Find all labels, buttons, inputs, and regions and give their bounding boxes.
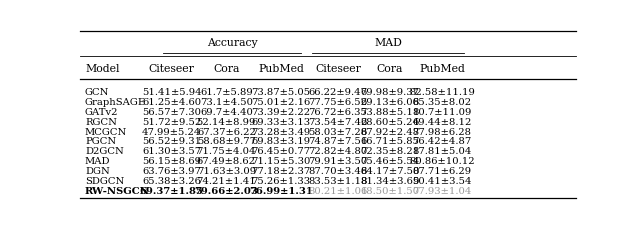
Text: 87.71±6.29: 87.71±6.29	[413, 166, 472, 176]
Text: PubMed: PubMed	[419, 64, 465, 74]
Text: 58.03±7.28: 58.03±7.28	[308, 127, 367, 136]
Text: 67.92±2.48: 67.92±2.48	[360, 127, 420, 136]
Text: 75.26±1.33: 75.26±1.33	[252, 176, 310, 185]
Text: 79.91±3.50: 79.91±3.50	[308, 157, 367, 166]
Text: 69.7±4.40: 69.7±4.40	[200, 107, 253, 116]
Text: Citeseer: Citeseer	[315, 64, 361, 74]
Text: 69.13±6.06: 69.13±6.06	[360, 97, 419, 106]
Text: 83.53±1.18: 83.53±1.18	[308, 176, 367, 185]
Text: 76.42±4.87: 76.42±4.87	[412, 137, 472, 146]
Text: 84.17±7.50: 84.17±7.50	[360, 166, 420, 176]
Text: 82.58±11.19: 82.58±11.19	[409, 88, 475, 97]
Text: 51.41±5.94: 51.41±5.94	[142, 88, 202, 97]
Text: 56.15±8.69: 56.15±8.69	[142, 157, 201, 166]
Text: 58.68±9.77: 58.68±9.77	[197, 137, 256, 146]
Text: 73.28±3.49: 73.28±3.49	[252, 127, 310, 136]
Text: 68.50±1.50: 68.50±1.50	[360, 186, 420, 195]
Text: PGCN: PGCN	[85, 137, 116, 146]
Text: 71.63±3.09: 71.63±3.09	[196, 166, 256, 176]
Text: 85.35±8.02: 85.35±8.02	[413, 97, 472, 106]
Text: 69.44±8.12: 69.44±8.12	[412, 117, 472, 126]
Text: Cora: Cora	[377, 64, 403, 74]
Text: D2GCN: D2GCN	[85, 147, 124, 156]
Text: 63.76±3.97: 63.76±3.97	[142, 166, 201, 176]
Text: 61.30±3.57: 61.30±3.57	[142, 147, 202, 156]
Text: 77.18±2.37: 77.18±2.37	[252, 166, 310, 176]
Text: 79.66±2.03: 79.66±2.03	[195, 186, 259, 195]
Text: 87.81±5.04: 87.81±5.04	[412, 147, 472, 156]
Text: 75.01±2.16: 75.01±2.16	[252, 97, 310, 106]
Text: Model: Model	[85, 64, 120, 74]
Text: Accuracy: Accuracy	[207, 38, 257, 47]
Text: GraphSAGE: GraphSAGE	[85, 97, 146, 106]
Text: 77.75±6.52: 77.75±6.52	[308, 97, 367, 106]
Text: GCN: GCN	[85, 88, 109, 97]
Text: 66.71±5.85: 66.71±5.85	[360, 137, 419, 146]
Text: 87.70±3.46: 87.70±3.46	[308, 166, 367, 176]
Text: 76.99±1.31: 76.99±1.31	[249, 186, 313, 195]
Text: 73.88±5.11: 73.88±5.11	[360, 107, 420, 116]
Text: 80.21±1.01: 80.21±1.01	[308, 186, 367, 195]
Text: RGCN: RGCN	[85, 117, 117, 126]
Text: RW-NSGCN: RW-NSGCN	[85, 186, 150, 195]
Text: 74.21±1.41: 74.21±1.41	[196, 176, 256, 185]
Text: 69.83±3.19: 69.83±3.19	[252, 137, 310, 146]
Text: Citeseer: Citeseer	[149, 64, 195, 74]
Text: Cora: Cora	[213, 64, 239, 74]
Text: 69.37±1.85: 69.37±1.85	[140, 186, 204, 195]
Text: 51.72±9.52: 51.72±9.52	[142, 117, 202, 126]
Text: 61.7±5.89: 61.7±5.89	[200, 88, 253, 97]
Text: 61.25±4.60: 61.25±4.60	[142, 97, 202, 106]
Text: 56.52±9.31: 56.52±9.31	[142, 137, 202, 146]
Text: SDGCN: SDGCN	[85, 176, 124, 185]
Text: 75.46±5.54: 75.46±5.54	[360, 157, 420, 166]
Text: 52.14±8.99: 52.14±8.99	[196, 117, 256, 126]
Text: 73.54±7.42: 73.54±7.42	[308, 117, 367, 126]
Text: 76.72±6.35: 76.72±6.35	[308, 107, 367, 116]
Text: 47.99±5.24: 47.99±5.24	[142, 127, 202, 136]
Text: 72.35±8.21: 72.35±8.21	[360, 147, 420, 156]
Text: 56.57±7.30: 56.57±7.30	[142, 107, 201, 116]
Text: 69.33±3.13: 69.33±3.13	[252, 117, 310, 126]
Text: 71.75±4.04: 71.75±4.04	[196, 147, 256, 156]
Text: 73.87±5.05: 73.87±5.05	[252, 88, 310, 97]
Text: 90.41±3.54: 90.41±3.54	[412, 176, 472, 185]
Text: 80.86±10.12: 80.86±10.12	[409, 157, 475, 166]
Text: 80.7±11.09: 80.7±11.09	[412, 107, 472, 116]
Text: 65.38±3.26: 65.38±3.26	[142, 176, 201, 185]
Text: 67.49±8.62: 67.49±8.62	[197, 157, 256, 166]
Text: PubMed: PubMed	[258, 64, 304, 74]
Text: 81.34±3.65: 81.34±3.65	[360, 176, 420, 185]
Text: 68.60±5.24: 68.60±5.24	[360, 117, 419, 126]
Text: 67.37±6.22: 67.37±6.22	[197, 127, 256, 136]
Text: 77.98±6.28: 77.98±6.28	[413, 127, 472, 136]
Text: DGN: DGN	[85, 166, 109, 176]
Text: 77.93±1.04: 77.93±1.04	[412, 186, 472, 195]
Text: 72.82±4.80: 72.82±4.80	[308, 147, 367, 156]
Text: MAD: MAD	[85, 157, 111, 166]
Text: GATv2: GATv2	[85, 107, 118, 116]
Text: 73.39±2.22: 73.39±2.22	[252, 107, 310, 116]
Text: 76.45±0.77: 76.45±0.77	[252, 147, 310, 156]
Text: 66.22±9.47: 66.22±9.47	[308, 88, 367, 97]
Text: 73.1±4.50: 73.1±4.50	[200, 97, 253, 106]
Text: 71.15±5.30: 71.15±5.30	[251, 157, 310, 166]
Text: 69.98±9.37: 69.98±9.37	[360, 88, 419, 97]
Text: MCGCN: MCGCN	[85, 127, 127, 136]
Text: 74.87±7.51: 74.87±7.51	[308, 137, 367, 146]
Text: MAD: MAD	[374, 38, 402, 47]
